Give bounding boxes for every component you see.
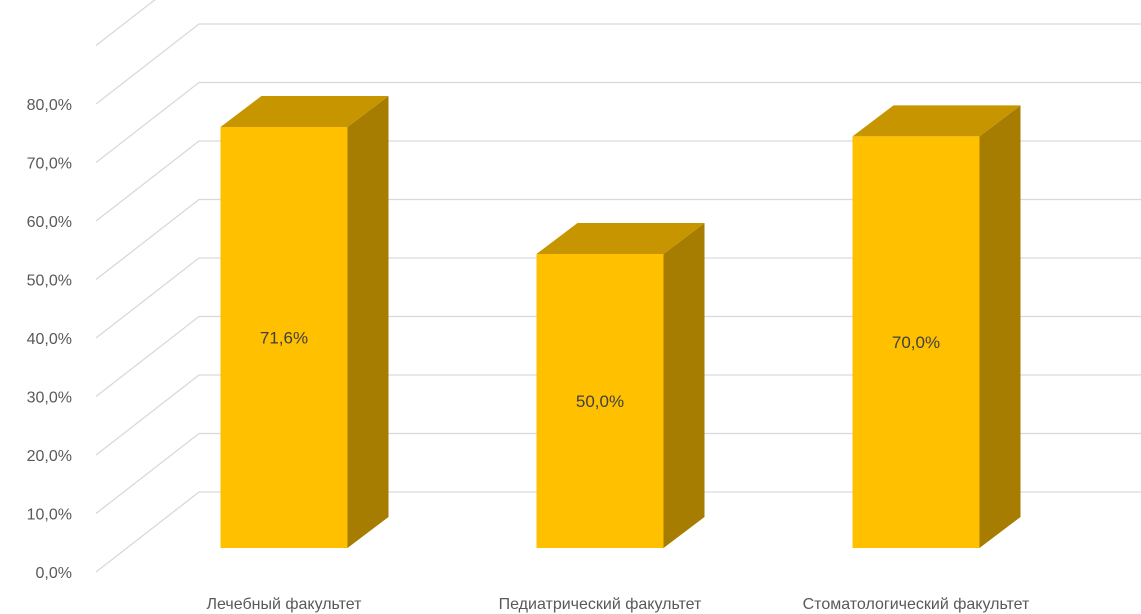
- gridline: [95, 140, 1141, 222]
- y-tick-label: 70,0%: [27, 156, 72, 173]
- bars-layer: [220, 96, 1021, 548]
- bar-top-face: [536, 223, 705, 255]
- data-label: 70,0%: [892, 333, 940, 352]
- gridline: [95, 432, 1141, 515]
- category-label: Лечебный факультет: [207, 596, 363, 613]
- bar-side-face: [663, 223, 705, 548]
- bar-front-face: [852, 136, 980, 548]
- y-tick-label: 30,0%: [27, 390, 72, 407]
- gridline: [95, 198, 1141, 281]
- bar-top-face: [852, 105, 1021, 137]
- gridline: [95, 0, 156, 47]
- bar-top-face: [220, 96, 389, 127]
- gridline: [95, 23, 1141, 105]
- y-tick-label: 0,0%: [36, 565, 72, 582]
- bar: [536, 223, 705, 548]
- gridline: [95, 374, 1141, 456]
- bar: [852, 105, 1021, 548]
- gridline: [95, 315, 1141, 398]
- y-tick-label: 10,0%: [27, 507, 72, 524]
- bar: [220, 96, 389, 548]
- y-tick-label: 50,0%: [27, 273, 72, 290]
- grid-layer: [95, 0, 1141, 573]
- bar-side-face: [979, 105, 1021, 548]
- bar-front-face: [536, 254, 664, 548]
- data-label: 71,6%: [260, 329, 308, 348]
- gridline: [95, 81, 1141, 164]
- y-tick-label: 80,0%: [27, 97, 72, 114]
- gridline: [95, 257, 1141, 339]
- bar-front-face: [220, 127, 348, 548]
- y-tick-label: 20,0%: [27, 448, 72, 465]
- bar-side-face: [347, 96, 389, 548]
- y-tick-label: 60,0%: [27, 214, 72, 231]
- gridline: [95, 491, 1141, 573]
- data-label: 50,0%: [576, 392, 624, 411]
- y-tick-label: 40,0%: [27, 331, 72, 348]
- category-label: Педиатрический факультет: [499, 596, 702, 613]
- labels-layer: 0,0% 10,0% 20,0% 30,0% 40,0% 50,0% 60,0% 70,0% 8…: [27, 97, 1030, 613]
- category-label: Стоматологический факультет: [803, 596, 1030, 613]
